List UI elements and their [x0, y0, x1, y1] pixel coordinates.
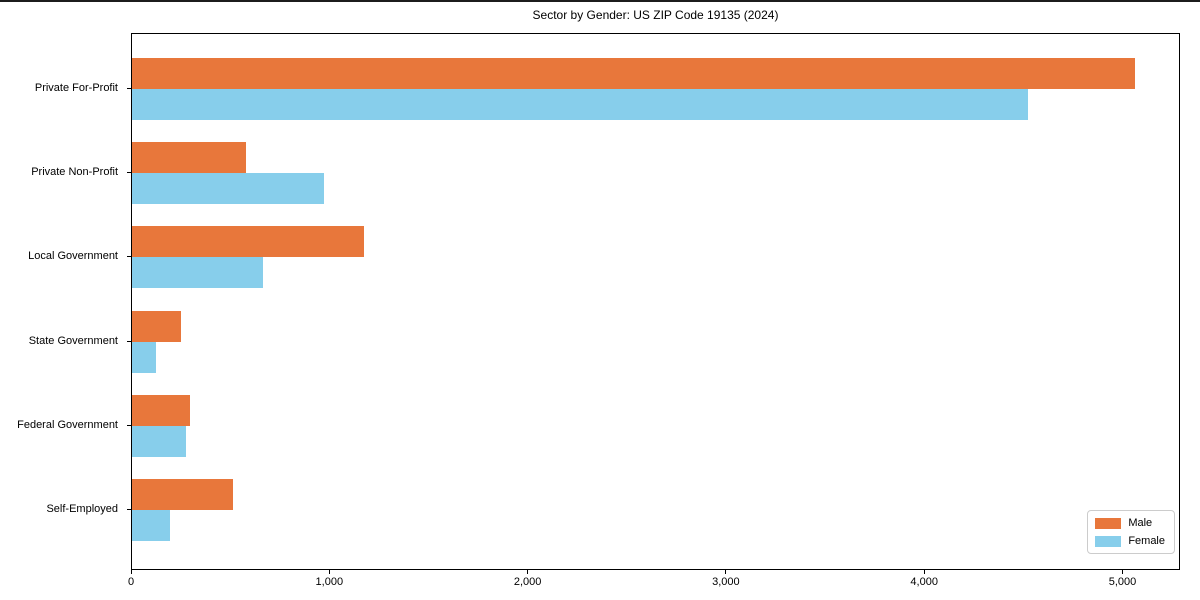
category-label: Private Non-Profit [31, 166, 118, 179]
x-tick-mark [1121, 570, 1123, 574]
y-tick-mark [127, 256, 131, 258]
x-tick-mark [527, 570, 529, 574]
y-tick-mark [127, 509, 131, 510]
female-legend-swatch [1095, 535, 1122, 547]
y-tick-mark [127, 340, 131, 342]
y-tick-mark [127, 88, 131, 89]
x-tick-mark [328, 570, 330, 574]
legend-entry: Female [1095, 535, 1165, 547]
x-tick-label: 4,000 [910, 576, 938, 588]
x-tick-label: 5,000 [1108, 576, 1137, 588]
x-tick-label: 2,000 [513, 576, 542, 588]
male-bar [132, 310, 181, 342]
y-tick-mark [127, 172, 131, 174]
category-label: State Government [28, 334, 118, 347]
legend-label: Male [1128, 517, 1153, 529]
legend: Male Female [1087, 510, 1175, 554]
category-label: Self-Employed [46, 503, 118, 515]
category-label: Private For-Profit [34, 82, 118, 94]
x-tick-label: 1,000 [315, 576, 344, 588]
window-top-edge [0, 0, 1200, 2]
plot-area: Male Female [131, 33, 1180, 570]
x-tick-label: 0 [127, 576, 135, 588]
male-bar [132, 226, 364, 258]
female-bar [132, 425, 186, 457]
male-bar [132, 142, 247, 174]
female-bar [132, 89, 1029, 120]
x-tick-label: 3,000 [712, 576, 740, 588]
chart-title: Sector by Gender: US ZIP Code 19135 (202… [532, 8, 779, 22]
female-bar [132, 173, 325, 205]
x-tick-mark [923, 570, 925, 574]
y-tick-mark [127, 424, 131, 426]
female-bar [132, 341, 156, 373]
category-label: Federal Government [17, 418, 118, 431]
male-bar [132, 479, 234, 510]
legend-label: Female [1128, 535, 1165, 547]
male-bar [132, 58, 1136, 89]
x-tick-mark [725, 570, 727, 574]
legend-entry: Male [1095, 517, 1165, 529]
male-legend-swatch [1095, 517, 1122, 529]
female-bar [132, 510, 170, 541]
male-bar [132, 394, 191, 426]
female-bar [132, 257, 263, 289]
x-tick-mark [130, 570, 132, 574]
category-label: Local Government [28, 250, 118, 263]
